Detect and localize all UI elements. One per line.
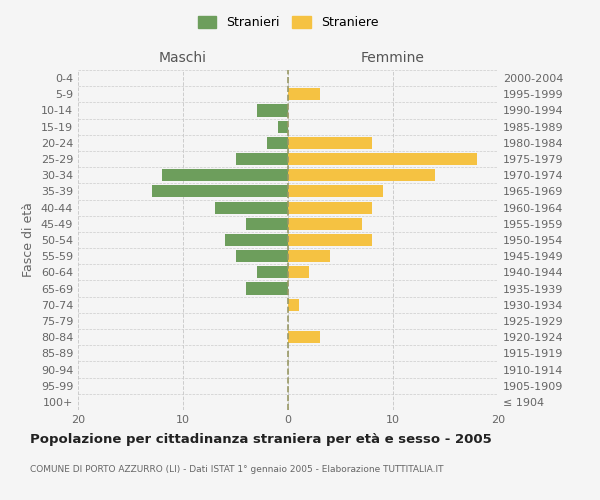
Bar xyxy=(151,186,288,198)
Bar xyxy=(288,266,309,278)
Bar xyxy=(288,234,372,246)
Bar xyxy=(288,218,361,230)
Text: Popolazione per cittadinanza straniera per età e sesso - 2005: Popolazione per cittadinanza straniera p… xyxy=(30,432,492,446)
Bar xyxy=(277,120,288,132)
Text: COMUNE DI PORTO AZZURRO (LI) - Dati ISTAT 1° gennaio 2005 - Elaborazione TUTTITA: COMUNE DI PORTO AZZURRO (LI) - Dati ISTA… xyxy=(30,466,443,474)
Bar xyxy=(162,169,288,181)
Bar xyxy=(235,250,288,262)
Bar xyxy=(257,266,288,278)
Text: Maschi: Maschi xyxy=(159,51,207,65)
Bar xyxy=(257,104,288,117)
Bar xyxy=(246,218,288,230)
Bar xyxy=(267,137,288,149)
Bar xyxy=(246,282,288,294)
Bar xyxy=(288,250,330,262)
Bar xyxy=(288,88,320,101)
Bar xyxy=(288,137,372,149)
Bar xyxy=(288,186,383,198)
Bar xyxy=(235,153,288,165)
Bar xyxy=(215,202,288,213)
Bar xyxy=(288,169,435,181)
Y-axis label: Fasce di età: Fasce di età xyxy=(22,202,35,278)
Bar xyxy=(225,234,288,246)
Bar xyxy=(288,331,320,343)
Bar xyxy=(288,153,477,165)
Bar xyxy=(288,202,372,213)
Text: Femmine: Femmine xyxy=(361,51,425,65)
Bar xyxy=(288,298,299,311)
Legend: Stranieri, Straniere: Stranieri, Straniere xyxy=(193,11,383,34)
